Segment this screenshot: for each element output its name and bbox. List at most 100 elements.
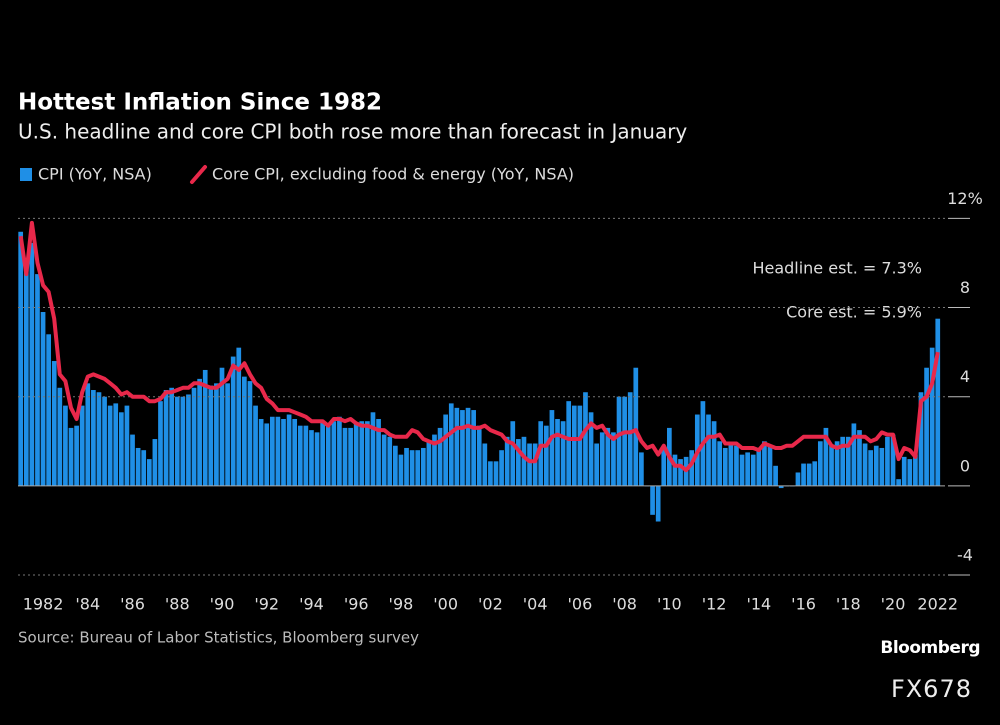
bar: [471, 410, 476, 486]
x-tick-label: '18: [836, 595, 861, 614]
x-tick-label: '84: [75, 595, 100, 614]
bar: [734, 445, 739, 486]
y-tick-label: 8: [960, 278, 970, 297]
bar: [124, 405, 130, 486]
bar: [812, 461, 818, 486]
bar: [253, 405, 258, 486]
bar: [555, 418, 560, 486]
bar: [214, 383, 219, 486]
bar: [650, 485, 655, 515]
bar: [359, 421, 365, 486]
bar: [795, 472, 801, 486]
bar: [672, 454, 678, 486]
watermark: FX678: [891, 675, 972, 703]
bar: [711, 421, 717, 486]
x-tick-label: '02: [478, 595, 503, 614]
bar: [616, 396, 622, 486]
bar: [873, 445, 879, 486]
brand: Bloomberg: [880, 638, 980, 658]
bar: [913, 454, 918, 486]
bar: [219, 367, 225, 486]
bar: [762, 441, 767, 486]
bar: [365, 421, 370, 486]
bar: [527, 443, 532, 486]
bar: [583, 392, 588, 486]
bar: [633, 367, 639, 486]
bar: [599, 432, 605, 486]
bar: [627, 392, 633, 486]
y-tick-label: 0: [960, 456, 970, 475]
annotation: Core est. = 5.9%: [786, 303, 922, 322]
bar: [655, 485, 661, 522]
bar: [242, 376, 247, 486]
bar: [381, 434, 387, 486]
bar: [493, 461, 499, 486]
bar: [706, 414, 711, 486]
bar: [689, 450, 695, 486]
bar: [286, 414, 292, 486]
y-tick-label: -4: [957, 546, 973, 565]
annotation: Headline est. = 7.3%: [752, 259, 922, 278]
x-tick-label: '12: [702, 595, 727, 614]
bar: [510, 421, 516, 486]
bar: [778, 485, 784, 489]
bar: [538, 421, 544, 486]
bar: [879, 447, 885, 486]
bar: [96, 392, 102, 486]
bar: [281, 418, 286, 486]
bar: [91, 390, 96, 486]
bar: [163, 390, 169, 486]
x-tick-label: '14: [746, 595, 771, 614]
bar: [264, 423, 270, 486]
bar: [499, 450, 504, 486]
x-tick-label: '92: [254, 595, 279, 614]
x-tick-label: 1982: [23, 595, 64, 614]
bar: [174, 396, 180, 486]
bar: [141, 450, 147, 486]
bar: [325, 425, 331, 486]
legend-swatch: [20, 168, 32, 181]
bar: [370, 412, 376, 486]
bar: [532, 443, 538, 486]
bar: [745, 452, 750, 486]
bar: [773, 465, 778, 486]
bar: [74, 425, 79, 486]
x-tick-label: '86: [120, 595, 145, 614]
bar: [191, 387, 197, 486]
bar: [448, 403, 454, 486]
bar: [901, 456, 907, 486]
x-tick-label: 2022: [917, 595, 958, 614]
legend-label: Core CPI, excluding food & energy (YoY, …: [212, 165, 574, 184]
x-tick-label: '08: [612, 595, 637, 614]
bar: [806, 463, 812, 486]
bar: [23, 267, 29, 486]
bar: [516, 439, 521, 486]
y-tick-label: 4: [960, 367, 970, 386]
bar: [236, 347, 242, 486]
bar: [46, 334, 51, 486]
bar: [320, 421, 325, 486]
bar: [376, 418, 381, 486]
y-tick-label: 12%: [947, 189, 983, 208]
bar: [823, 427, 829, 486]
bar: [107, 405, 113, 486]
bar: [756, 450, 762, 486]
bar: [130, 434, 135, 486]
bar: [862, 443, 868, 486]
bar: [387, 436, 393, 486]
x-tick-label: '94: [299, 595, 324, 614]
bar: [566, 401, 572, 486]
bar: [588, 412, 594, 486]
bar: [817, 441, 823, 486]
bar: [840, 436, 846, 486]
bar: [560, 421, 566, 486]
bar: [885, 436, 890, 486]
bar: [767, 445, 773, 486]
chart-title: Hottest Inflation Since 1982: [18, 90, 382, 116]
bar: [571, 405, 577, 486]
source: Source: Bureau of Labor Statistics, Bloo…: [18, 629, 419, 647]
bar: [717, 441, 723, 486]
bar: [851, 423, 857, 486]
chart-subtitle: U.S. headline and core CPI both rose mor…: [18, 120, 687, 144]
